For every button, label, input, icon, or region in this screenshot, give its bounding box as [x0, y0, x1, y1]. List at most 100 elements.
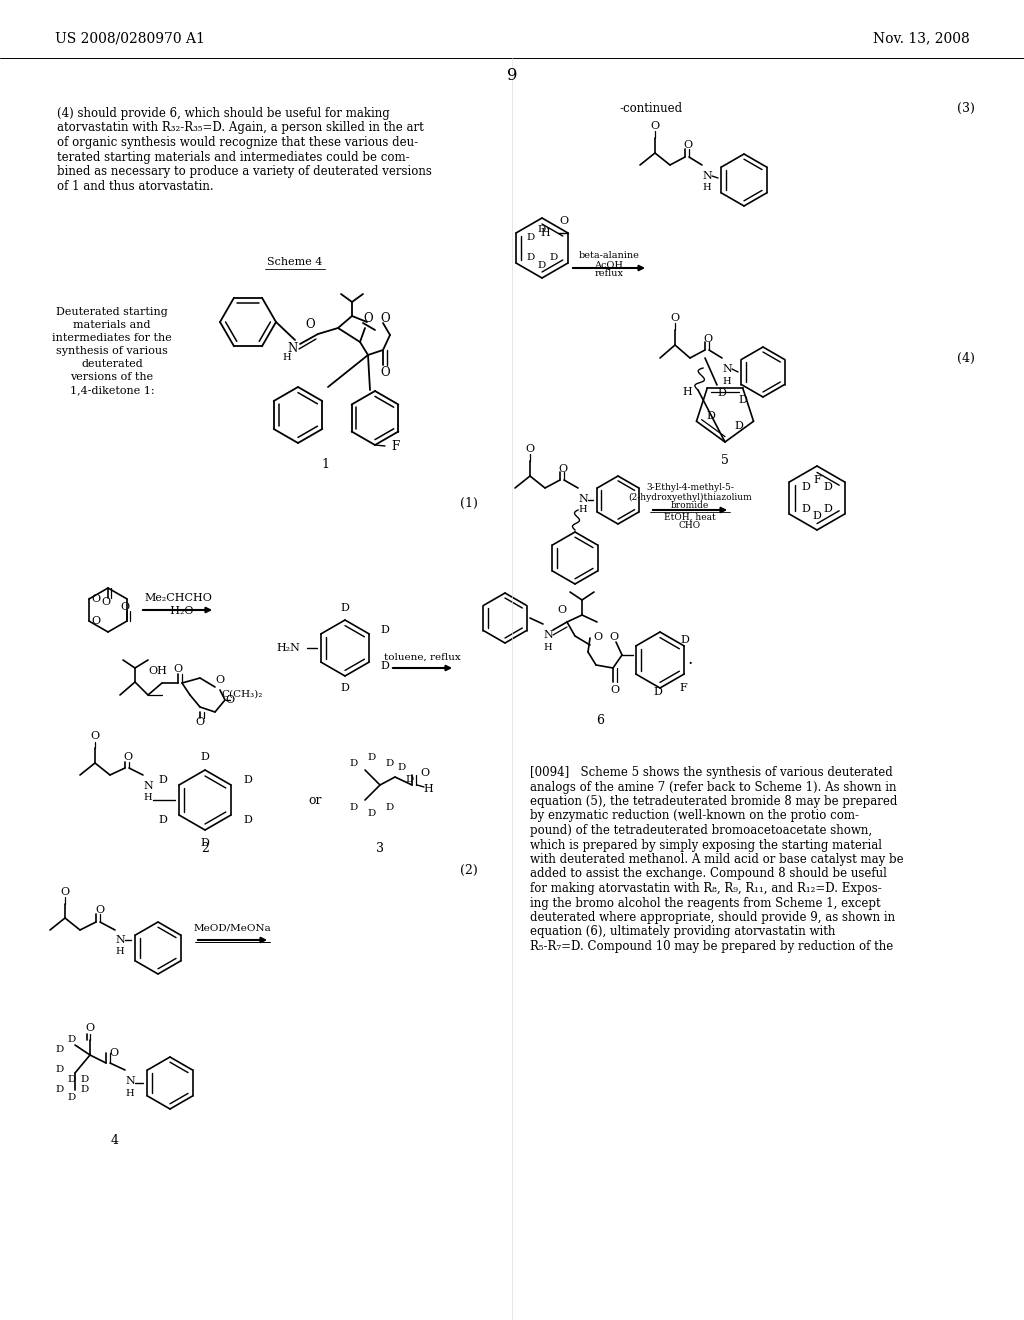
Text: D: D — [341, 682, 349, 693]
Text: O: O — [364, 312, 373, 325]
Text: H: H — [143, 792, 153, 801]
Text: for making atorvastatin with R₈, R₉, R₁₁, and R₁₂=D. Expos-: for making atorvastatin with R₈, R₉, R₁₁… — [530, 882, 882, 895]
Text: O: O — [91, 616, 100, 626]
Text: O: O — [85, 1023, 94, 1034]
Text: N: N — [702, 172, 712, 181]
Text: H: H — [541, 228, 550, 238]
Text: of organic synthesis would recognize that these various deu-: of organic synthesis would recognize tha… — [57, 136, 418, 149]
Text: D: D — [350, 759, 358, 767]
Text: EtOH, heat: EtOH, heat — [665, 512, 716, 521]
Text: F: F — [813, 475, 821, 484]
Text: O: O — [609, 632, 618, 642]
Text: H: H — [544, 643, 552, 652]
Text: D: D — [341, 603, 349, 612]
Text: 4: 4 — [111, 1134, 119, 1147]
Text: O: O — [196, 717, 205, 727]
Text: D: D — [380, 661, 389, 671]
Text: O: O — [60, 887, 70, 898]
Text: D: D — [734, 421, 743, 432]
Text: with deuterated methanol. A mild acid or base catalyst may be: with deuterated methanol. A mild acid or… — [530, 853, 903, 866]
Text: 2: 2 — [201, 842, 209, 854]
Text: H: H — [682, 387, 692, 397]
Text: D: D — [406, 775, 414, 784]
Text: bined as necessary to produce a variety of deuterated versions: bined as necessary to produce a variety … — [57, 165, 432, 178]
Text: Nov. 13, 2008: Nov. 13, 2008 — [873, 30, 970, 45]
Text: O: O — [91, 594, 100, 605]
Text: versions of the: versions of the — [71, 372, 154, 381]
Text: H: H — [702, 182, 712, 191]
Text: D: D — [368, 808, 376, 817]
Text: D: D — [350, 803, 358, 812]
Text: D: D — [81, 1076, 89, 1085]
Text: D: D — [243, 814, 252, 825]
Text: N: N — [115, 935, 125, 945]
Text: O: O — [380, 366, 390, 379]
Text: O: O — [703, 334, 713, 345]
Text: 5: 5 — [721, 454, 729, 466]
Text: D: D — [81, 1085, 89, 1094]
Text: 6: 6 — [596, 714, 604, 726]
Text: materials and: materials and — [74, 319, 151, 330]
Text: N: N — [579, 494, 588, 504]
Text: D: D — [681, 635, 689, 645]
Text: (3): (3) — [957, 102, 975, 115]
Text: [0094]   Scheme 5 shows the synthesis of various deuterated: [0094] Scheme 5 shows the synthesis of v… — [530, 766, 893, 779]
Text: D: D — [538, 261, 546, 271]
Text: -continued: -continued — [620, 102, 683, 115]
Text: D: D — [526, 234, 535, 243]
Text: O: O — [121, 602, 130, 612]
Text: D: D — [68, 1076, 76, 1085]
Text: O: O — [173, 664, 182, 675]
Text: D: D — [56, 1045, 65, 1055]
Text: D: D — [385, 759, 393, 767]
Text: D: D — [813, 511, 821, 521]
Text: of 1 and thus atorvastatin.: of 1 and thus atorvastatin. — [57, 180, 214, 193]
Text: by enzymatic reduction (well-known on the protio com-: by enzymatic reduction (well-known on th… — [530, 809, 859, 822]
Text: analogs of the amine 7 (refer back to Scheme 1). As shown in: analogs of the amine 7 (refer back to Sc… — [530, 780, 896, 793]
Text: D: D — [718, 388, 726, 397]
Text: D: D — [653, 686, 663, 697]
Text: H: H — [723, 376, 731, 385]
Text: D: D — [802, 504, 810, 513]
Text: equation (5), the tetradeuterated bromide 8 may be prepared: equation (5), the tetradeuterated bromid… — [530, 795, 897, 808]
Text: ing the bromo alcohol the reagents from Scheme 1, except: ing the bromo alcohol the reagents from … — [530, 896, 881, 909]
Text: H₂N: H₂N — [276, 643, 300, 653]
Text: D: D — [802, 482, 810, 492]
Text: F: F — [679, 682, 687, 693]
Text: N: N — [288, 342, 298, 355]
Text: O: O — [110, 1048, 119, 1059]
Text: O: O — [525, 444, 535, 454]
Text: deuterated where appropriate, should provide 9, as shown in: deuterated where appropriate, should pro… — [530, 911, 895, 924]
Text: O: O — [215, 675, 224, 685]
Text: (4) should provide 6, which should be useful for making: (4) should provide 6, which should be us… — [57, 107, 390, 120]
Text: atorvastatin with R₃₂-R₃₅=D. Again, a person skilled in the art: atorvastatin with R₃₂-R₃₅=D. Again, a pe… — [57, 121, 424, 135]
Text: D: D — [201, 752, 210, 762]
Text: D: D — [56, 1085, 65, 1094]
Text: O: O — [683, 140, 692, 150]
Text: 1,4-diketone 1:: 1,4-diketone 1: — [70, 385, 155, 395]
Text: terated starting materials and intermediates could be com-: terated starting materials and intermedi… — [57, 150, 410, 164]
Text: beta-alanine: beta-alanine — [579, 252, 639, 260]
Text: D: D — [380, 624, 389, 635]
Text: bromide: bromide — [671, 502, 710, 511]
Text: H: H — [126, 1089, 134, 1097]
Text: 3-Ethyl-4-methyl-5-: 3-Ethyl-4-methyl-5- — [646, 483, 734, 492]
Text: D: D — [526, 253, 535, 263]
Text: D: D — [824, 482, 833, 492]
Text: MeOD/MeONa: MeOD/MeONa — [194, 924, 271, 932]
Text: O: O — [558, 465, 567, 474]
Text: D: D — [538, 226, 546, 235]
Text: 9: 9 — [507, 67, 517, 84]
Text: N: N — [125, 1076, 135, 1086]
Text: US 2008/0280970 A1: US 2008/0280970 A1 — [55, 30, 205, 45]
Text: C(CH₃)₂: C(CH₃)₂ — [221, 689, 263, 698]
Text: or: or — [308, 793, 322, 807]
Text: deuterated: deuterated — [81, 359, 143, 370]
Text: (2-hydroxyethyl)thiazolium: (2-hydroxyethyl)thiazolium — [628, 492, 752, 502]
Text: D: D — [68, 1093, 76, 1101]
Text: which is prepared by simply exposing the starting material: which is prepared by simply exposing the… — [530, 838, 882, 851]
Text: D: D — [68, 1035, 76, 1044]
Text: O: O — [650, 121, 659, 131]
Text: H: H — [423, 784, 433, 795]
Text: D: D — [158, 775, 167, 785]
